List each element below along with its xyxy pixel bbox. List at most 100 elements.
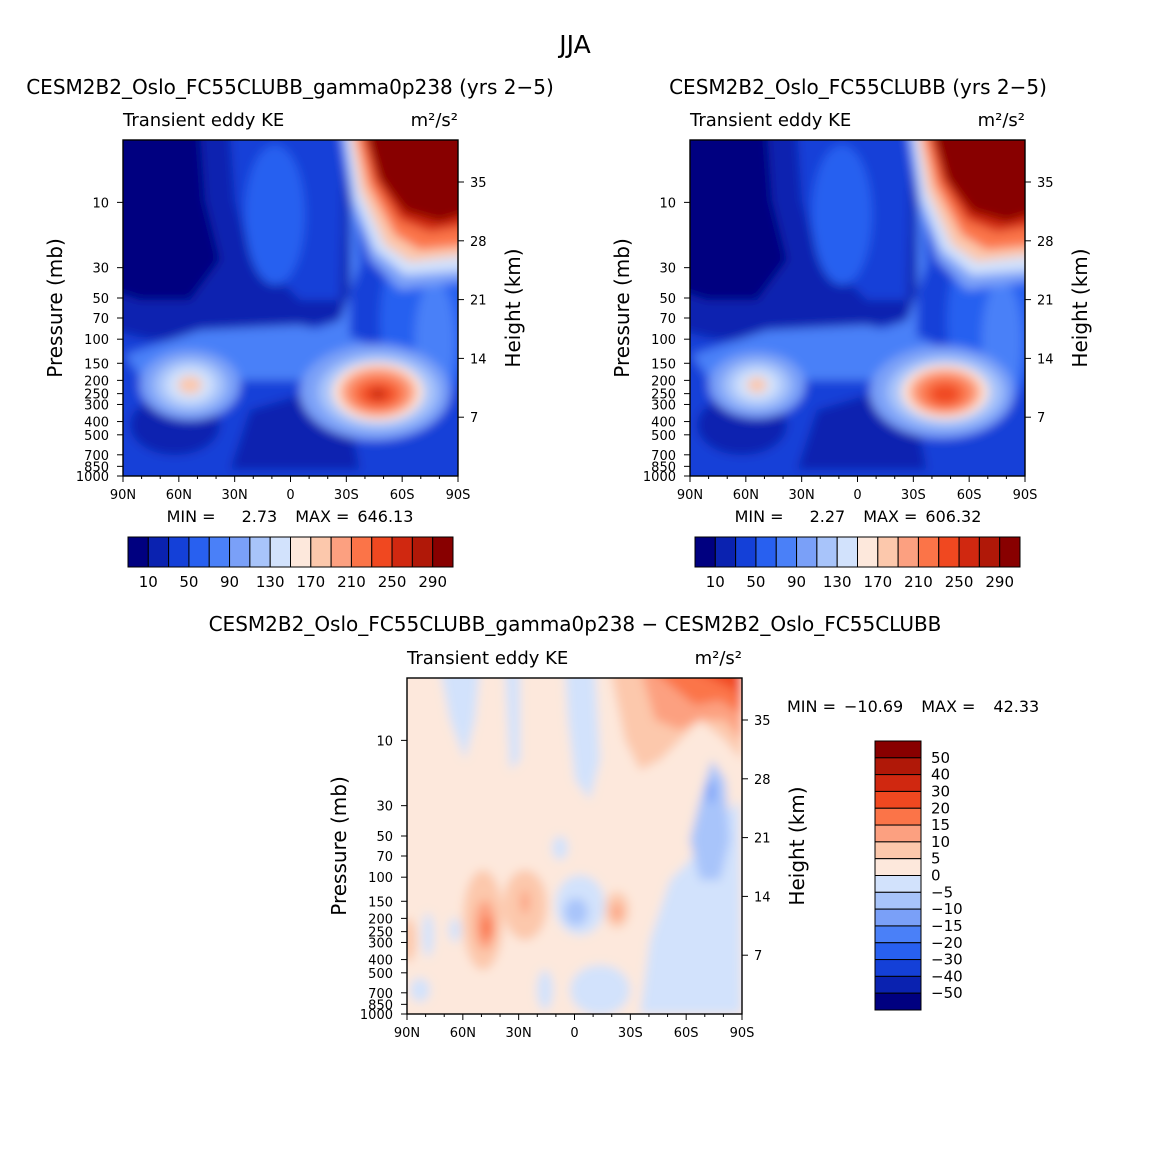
y-tick-label: 1000 <box>643 470 676 485</box>
colorbar-swatch <box>290 536 312 568</box>
y2-tick-label: 28 <box>470 235 487 250</box>
y-tick-label: 700 <box>84 449 109 464</box>
panel-1-ylabel: Pressure (mb) <box>43 238 67 378</box>
y-tick-label: 10 <box>659 196 676 211</box>
y2-tick-label: 7 <box>470 411 478 426</box>
panel-3-axes: 90N 60N 30N 0 30S 60S 90S103050701001502002503… <box>360 714 771 1041</box>
y-tick-label: 300 <box>84 398 109 413</box>
colorbar-swatch <box>310 536 332 568</box>
colorbar-label: 5 <box>931 850 941 868</box>
panel-3-units: m²/s² <box>695 648 742 669</box>
colorbar-label: 210 <box>337 573 366 591</box>
colorbar-label: 90 <box>787 573 806 591</box>
colorbar-swatch <box>874 841 922 860</box>
colorbar-swatch <box>874 757 922 776</box>
colorbar-swatch <box>391 536 413 568</box>
colorbar-label: 10 <box>706 573 725 591</box>
y2-tick-label: 7 <box>1037 411 1045 426</box>
colorbar-label: 50 <box>179 573 198 591</box>
panel-1-left-subtitle: Transient eddy KE <box>122 110 284 131</box>
y-tick-label: 70 <box>376 850 393 865</box>
colorbar-swatch <box>857 536 879 568</box>
colorbar-label: −40 <box>931 967 963 985</box>
colorbar-swatch <box>917 536 940 568</box>
colorbar-swatch <box>874 824 922 843</box>
panel-1-units-text: m²/s² <box>411 110 458 131</box>
panel-2-units: m²/s² <box>978 110 1025 131</box>
y-tick-label: 500 <box>84 429 109 444</box>
colorbar-label: −20 <box>931 934 963 952</box>
panel-1-stats: MIN = 2.73 MAX = 646.13 <box>167 507 414 526</box>
panel-3-max: 42.33 <box>993 697 1039 716</box>
panel-2: CESM2B2_Oslo_FC55CLUBB (yrs 2−5) Transie… <box>610 75 1092 591</box>
colorbar-swatch <box>796 536 818 568</box>
colorbar-swatch <box>874 975 922 994</box>
colorbar-label: 0 <box>931 867 941 885</box>
colorbar-swatch <box>755 536 777 568</box>
colorbar-swatch <box>999 536 1021 568</box>
colorbar-swatch <box>775 536 798 568</box>
colorbar-swatch <box>188 536 210 568</box>
y-tick-label: 850 <box>84 460 109 475</box>
x-tick-label: 30S <box>618 1026 643 1041</box>
colorbar-swatch <box>958 536 980 568</box>
y-tick-label: 100 <box>651 333 676 348</box>
x-tick-label: 60N <box>450 1026 476 1041</box>
colorbar-swatch <box>371 536 393 568</box>
panel-1-y2label: Height (km) <box>501 248 525 367</box>
panel-1-units: m²/s² <box>411 110 458 131</box>
colorbar-label: −5 <box>931 883 953 901</box>
panel-2-colorbar: 10 50 90 130 170 210 250 290 <box>694 536 1021 591</box>
colorbar-swatch <box>411 536 434 568</box>
panel-2-max: 606.32 <box>925 507 981 526</box>
colorbar-label: 90 <box>220 573 239 591</box>
colorbar-label: 50 <box>746 573 765 591</box>
y-tick-label: 250 <box>84 388 109 403</box>
panel-1-colorbar: 10 50 90 130 170 210 250 290 <box>127 536 454 591</box>
x-tick-label: 30N <box>789 488 815 503</box>
panel-2-units-text: m²/s² <box>978 110 1025 131</box>
y-tick-label: 50 <box>376 830 393 845</box>
colorbar-swatch <box>208 536 231 568</box>
colorbar-swatch <box>874 807 922 826</box>
colorbar-label: −15 <box>931 917 963 935</box>
x-tick-label: 90S <box>730 1026 755 1041</box>
colorbar-swatch <box>874 740 922 759</box>
colorbar-swatch <box>147 536 170 568</box>
x-tick-label: 60S <box>674 1026 699 1041</box>
x-tick-label: 0 <box>570 1026 578 1041</box>
colorbar-swatch <box>874 942 922 961</box>
panel-2-field <box>690 140 1025 476</box>
y-tick-label: 250 <box>368 926 393 941</box>
y-tick-label: 10 <box>92 196 109 211</box>
y2-tick-label: 21 <box>1037 294 1054 309</box>
y-tick-label: 200 <box>84 374 109 389</box>
y2-tick-label: 21 <box>754 832 771 847</box>
colorbar-label: −50 <box>931 984 963 1002</box>
y-tick-label: 10 <box>376 734 393 749</box>
y-tick-label: 150 <box>368 895 393 910</box>
y-tick-label: 100 <box>368 871 393 886</box>
colorbar-swatch <box>269 536 291 568</box>
panel-3-min-label: MIN = <box>787 697 836 716</box>
y-tick-label: 250 <box>651 388 676 403</box>
colorbar-swatch <box>978 536 1001 568</box>
colorbar-swatch <box>816 536 838 568</box>
colorbar-swatch <box>836 536 858 568</box>
colorbar-label: 210 <box>904 573 933 591</box>
y-tick-label: 400 <box>651 416 676 431</box>
panel-2-title: CESM2B2_Oslo_FC55CLUBB (yrs 2−5) <box>669 75 1047 99</box>
colorbar-swatch <box>874 858 922 876</box>
colorbar-label: 20 <box>931 799 950 817</box>
colorbar-label: 10 <box>139 573 158 591</box>
panel-3: CESM2B2_Oslo_FC55CLUBB_gamma0p238 − CESM… <box>209 612 1040 1041</box>
x-tick-label: 0 <box>286 488 294 503</box>
colorbar-swatch <box>694 536 716 568</box>
panel-3-stats: MIN = −10.69 MAX = 42.33 <box>787 697 1039 716</box>
y-tick-label: 150 <box>84 357 109 372</box>
y-tick-label: 70 <box>659 312 676 327</box>
y-tick-label: 850 <box>368 998 393 1013</box>
panel-3-title: CESM2B2_Oslo_FC55CLUBB_gamma0p238 − CESM… <box>209 612 942 636</box>
panel-3-min: −10.69 <box>844 697 903 716</box>
